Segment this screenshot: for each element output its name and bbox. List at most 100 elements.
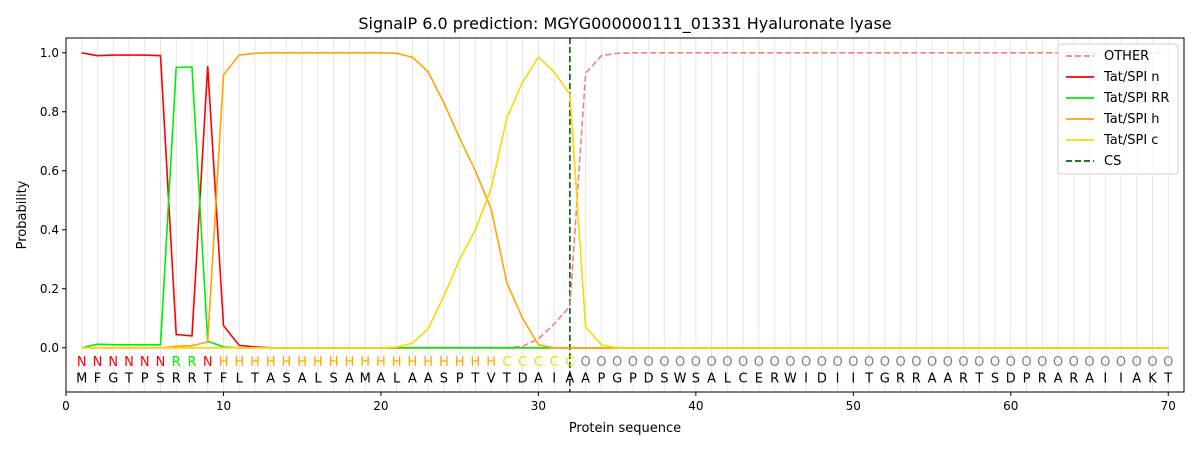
sequence-residue: T — [864, 371, 873, 386]
sequence-residue: A — [345, 371, 354, 386]
region-label: N — [124, 355, 134, 370]
sequence-residue: M — [360, 371, 371, 386]
region-label: O — [659, 355, 669, 370]
sequence-residue: I — [1119, 371, 1123, 386]
sequence-residue: L — [393, 371, 401, 386]
region-label: O — [628, 355, 638, 370]
sequence-residue: T — [124, 371, 133, 386]
region-label: R — [187, 355, 196, 370]
region-label: O — [722, 355, 732, 370]
x-tick-label: 10 — [216, 399, 231, 413]
region-label: H — [234, 355, 244, 370]
region-label: H — [329, 355, 339, 370]
region-label: O — [1053, 355, 1063, 370]
sequence-residue: I — [552, 371, 556, 386]
region-label: H — [486, 355, 496, 370]
sequence-residue: T — [974, 371, 983, 386]
sequence-residue: S — [660, 371, 668, 386]
sequence-residue: R — [187, 371, 196, 386]
legend-label: Tat/SPI c — [1103, 133, 1158, 148]
region-label: O — [1132, 355, 1142, 370]
region-label: H — [439, 355, 449, 370]
sequence-residue: A — [707, 371, 716, 386]
legend-label: Tat/SPI h — [1103, 112, 1160, 127]
region-label: H — [408, 355, 418, 370]
sequence-residue: A — [376, 371, 385, 386]
region-label: O — [754, 355, 764, 370]
region-label: O — [1037, 355, 1047, 370]
region-label: O — [1116, 355, 1126, 370]
series-line-tat-spi-rr — [81, 66, 1169, 349]
sequence-residue: R — [172, 371, 181, 386]
region-label: O — [596, 355, 606, 370]
region-label: N — [140, 355, 150, 370]
sequence-residue: P — [597, 371, 605, 386]
region-label: O — [1069, 355, 1079, 370]
sequence-residue: T — [502, 371, 511, 386]
region-label: O — [644, 355, 654, 370]
sequence-residue: T — [250, 371, 259, 386]
region-label: O — [1163, 355, 1173, 370]
sequence-residue: P — [456, 371, 464, 386]
y-tick-label: 0.2 — [40, 282, 59, 296]
sequence-residue: A — [928, 371, 937, 386]
region-label: O — [738, 355, 748, 370]
region-label: O — [817, 355, 827, 370]
region-label: H — [471, 355, 481, 370]
region-label: N — [203, 355, 213, 370]
x-tick-label: 70 — [1161, 399, 1176, 413]
chart-title: SignalP 6.0 prediction: MGYG000000111_01… — [358, 14, 891, 34]
region-label: N — [77, 355, 87, 370]
sequence-residue: W — [674, 371, 687, 386]
sequence-residue: S — [330, 371, 338, 386]
region-label: O — [785, 355, 795, 370]
region-label: N — [108, 355, 118, 370]
region-label: H — [313, 355, 323, 370]
sequence-residue: S — [692, 371, 700, 386]
sequence-residue: R — [896, 371, 905, 386]
region-label: H — [345, 355, 355, 370]
region-label: O — [880, 355, 890, 370]
sequence-residue: P — [1023, 371, 1031, 386]
axes: 0 10 20 30 40 50 60 70 0.0 0.2 0.4 0.6 0.8 1.0 — [40, 46, 1176, 413]
sequence-residue: P — [629, 371, 637, 386]
y-tick-label: 0.0 — [40, 341, 59, 355]
sequence-residue: A — [565, 371, 574, 386]
sequence-residue: A — [534, 371, 543, 386]
region-label: O — [911, 355, 921, 370]
sequence-residue: F — [94, 371, 101, 386]
region-label: O — [1006, 355, 1016, 370]
sequence-residue: E — [755, 371, 763, 386]
region-label: O — [927, 355, 937, 370]
sequence-residue: R — [1069, 371, 1078, 386]
sequence-residue: D — [644, 371, 654, 386]
sequence-residue: A — [408, 371, 417, 386]
y-tick-label: 0.4 — [40, 223, 59, 237]
region-label: O — [832, 355, 842, 370]
region-label: O — [1084, 355, 1094, 370]
region-label: O — [864, 355, 874, 370]
legend-label: Tat/SPI RR — [1103, 91, 1169, 106]
region-label: H — [250, 355, 260, 370]
sequence-residue: A — [1132, 371, 1141, 386]
x-tick-label: 50 — [846, 399, 861, 413]
region-label: C — [534, 355, 543, 370]
region-label: H — [360, 355, 370, 370]
sequence-residue: A — [581, 371, 590, 386]
region-label: H — [376, 355, 386, 370]
region-label: N — [156, 355, 166, 370]
sequence-residue: S — [991, 371, 999, 386]
sequence-residue: T — [203, 371, 212, 386]
sequence-residue: T — [470, 371, 479, 386]
region-label: O — [958, 355, 968, 370]
region-label: O — [895, 355, 905, 370]
series-line-tat-spi-c — [81, 55, 1169, 349]
sequence-residue: A — [1054, 371, 1063, 386]
sequence-residue: D — [518, 371, 528, 386]
region-label: O — [848, 355, 858, 370]
sequence-residue: G — [880, 371, 890, 386]
region-label: H — [423, 355, 433, 370]
